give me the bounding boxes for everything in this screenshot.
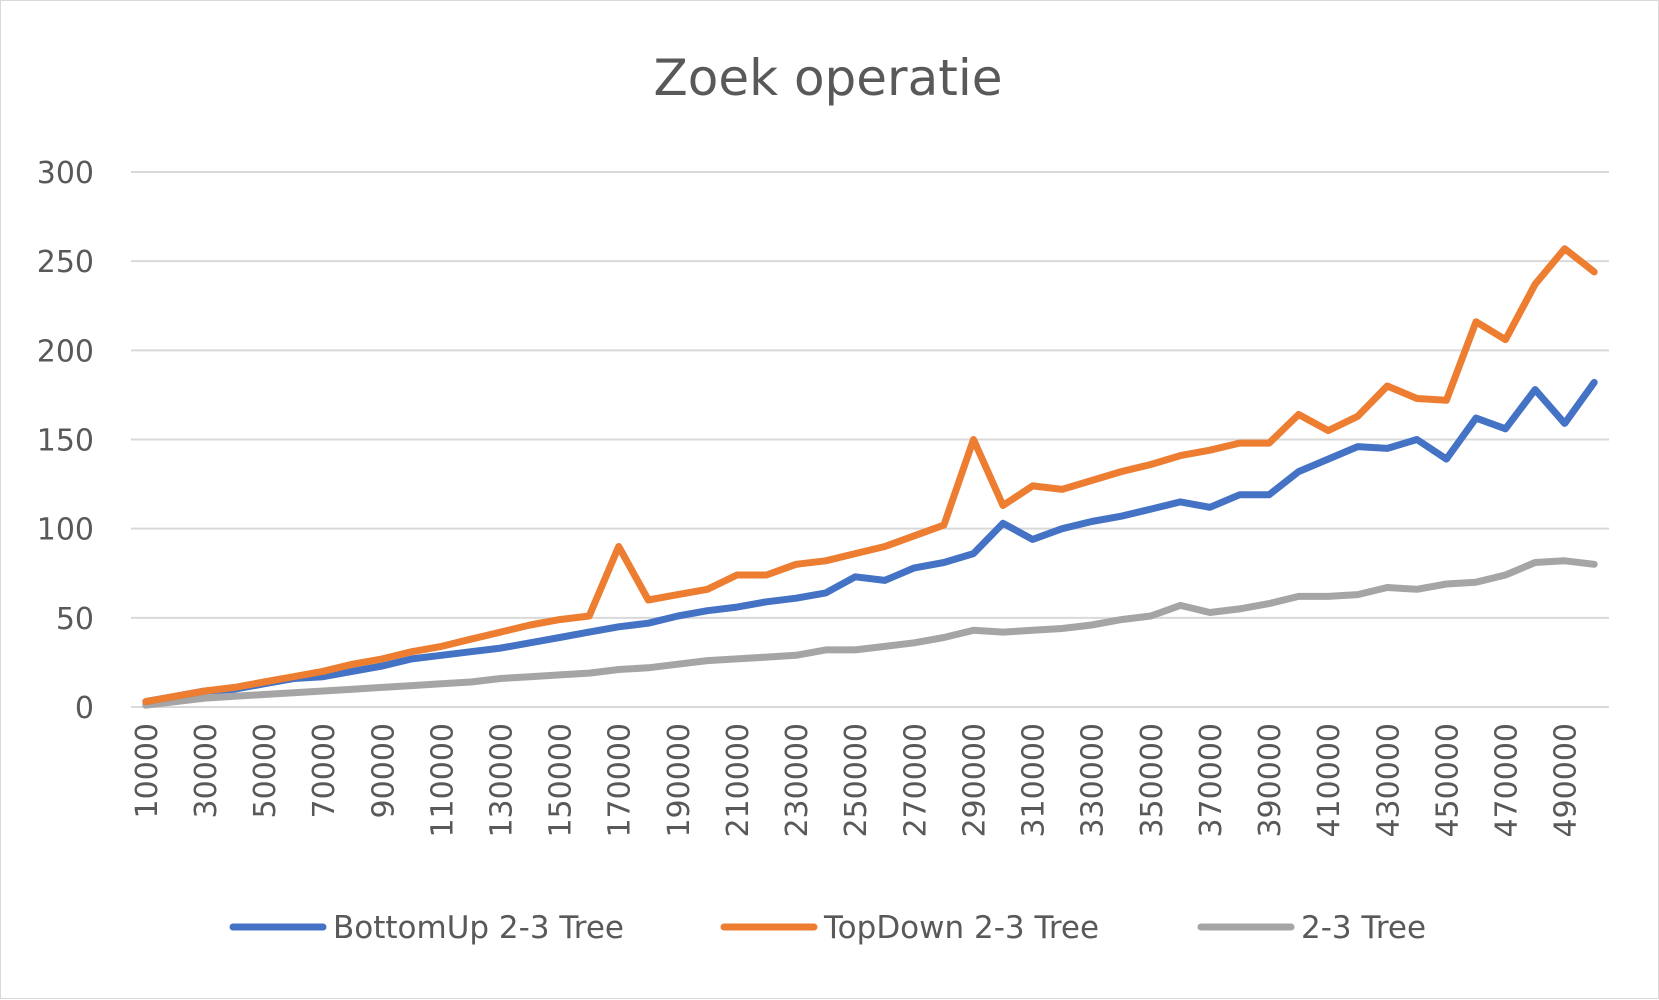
legend-label: TopDown 2-3 Tree xyxy=(823,910,1099,946)
x-tick-label: 290000 xyxy=(957,723,992,838)
gridlines xyxy=(131,171,1609,708)
x-tick-label: 230000 xyxy=(780,723,815,838)
legend: BottomUp 2-3 Tree TopDown 2-3 Tree 2-3 Tre… xyxy=(229,910,1426,946)
x-tick-label: 130000 xyxy=(485,723,520,838)
x-tick-label: 250000 xyxy=(839,723,874,838)
series-line-2-3-tree xyxy=(142,557,1598,709)
y-tick-label: 250 xyxy=(37,245,94,280)
x-tick-label: 10000 xyxy=(130,723,165,818)
x-tick-label: 450000 xyxy=(1430,723,1465,838)
chart-title: Zoek operatie xyxy=(654,49,1003,107)
series-lines xyxy=(142,245,1598,709)
x-tick-label: 30000 xyxy=(189,723,224,818)
x-tick-label: 150000 xyxy=(544,723,579,838)
x-tick-label: 330000 xyxy=(1076,723,1111,838)
series-line-bottomup-2-3-tree xyxy=(142,378,1598,706)
x-tick-label: 190000 xyxy=(662,723,697,838)
x-tick-label: 90000 xyxy=(366,723,401,818)
x-tick-label: 50000 xyxy=(248,723,283,818)
x-tick-label: 350000 xyxy=(1135,723,1170,838)
x-tick-label: 170000 xyxy=(603,723,638,838)
x-tick-label: 410000 xyxy=(1312,723,1347,838)
x-tick-label: 430000 xyxy=(1371,723,1406,838)
x-tick-label: 490000 xyxy=(1549,723,1584,838)
y-axis-tick-labels: 0 50 100 150 200 250 300 xyxy=(37,156,94,726)
x-tick-label: 270000 xyxy=(898,723,933,838)
legend-label: 2-3 Tree xyxy=(1301,910,1426,946)
x-tick-label: 110000 xyxy=(425,723,460,838)
x-tick-label: 470000 xyxy=(1490,723,1525,838)
x-tick-label: 70000 xyxy=(307,723,342,818)
y-tick-label: 200 xyxy=(37,334,94,369)
y-tick-label: 300 xyxy=(37,156,94,191)
x-tick-label: 370000 xyxy=(1194,723,1229,838)
y-tick-label: 150 xyxy=(37,424,94,459)
y-tick-label: 100 xyxy=(37,513,94,548)
legend-label: BottomUp 2-3 Tree xyxy=(333,910,624,946)
y-tick-label: 50 xyxy=(56,602,94,637)
x-tick-label: 210000 xyxy=(721,723,756,838)
y-tick-label: 0 xyxy=(75,691,94,726)
series-line-topdown-2-3-tree xyxy=(142,245,1598,706)
x-tick-label: 310000 xyxy=(1017,723,1052,838)
x-tick-label: 390000 xyxy=(1253,723,1288,838)
x-axis-tick-labels: 10000 30000 50000 70000 90000 110000 130000 150… xyxy=(130,723,1584,838)
